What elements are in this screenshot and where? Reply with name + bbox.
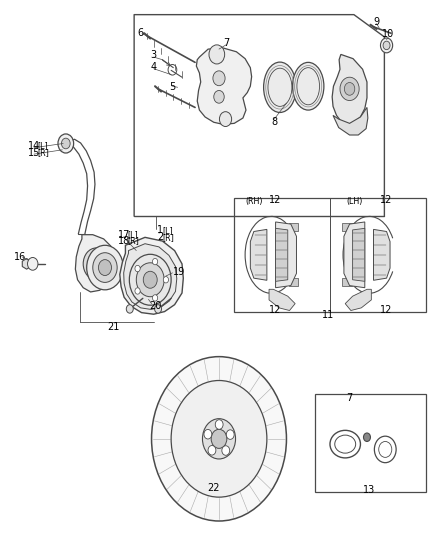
Text: 16: 16: [14, 252, 27, 262]
Text: 8: 8: [271, 117, 277, 127]
Circle shape: [83, 248, 110, 280]
Text: [R]: [R]: [162, 233, 174, 242]
Circle shape: [213, 71, 225, 86]
Circle shape: [163, 277, 169, 283]
Polygon shape: [353, 228, 365, 281]
Circle shape: [204, 430, 212, 439]
Circle shape: [129, 254, 171, 305]
Circle shape: [202, 419, 236, 459]
Text: 12: 12: [269, 195, 282, 205]
Bar: [289, 278, 298, 286]
Bar: [342, 223, 352, 231]
Text: 21: 21: [107, 322, 120, 333]
Polygon shape: [22, 259, 31, 269]
Circle shape: [211, 429, 227, 448]
Circle shape: [208, 446, 216, 455]
Text: 2: 2: [157, 232, 163, 243]
Circle shape: [383, 41, 390, 50]
Polygon shape: [333, 108, 368, 135]
Circle shape: [171, 381, 267, 497]
Text: 22: 22: [208, 483, 220, 493]
Circle shape: [61, 138, 70, 149]
Text: 11: 11: [321, 310, 334, 320]
Ellipse shape: [264, 62, 296, 112]
Text: 15: 15: [28, 148, 40, 158]
Circle shape: [87, 245, 123, 290]
Text: [L]: [L]: [127, 230, 138, 239]
Circle shape: [135, 288, 140, 294]
Text: 14: 14: [28, 141, 40, 151]
Circle shape: [126, 305, 133, 313]
Text: 12: 12: [269, 305, 282, 315]
Text: 18: 18: [118, 236, 130, 246]
Polygon shape: [124, 244, 177, 310]
Circle shape: [364, 433, 371, 441]
Text: 1: 1: [157, 225, 163, 236]
Polygon shape: [75, 235, 115, 292]
Circle shape: [340, 77, 359, 101]
Text: 19: 19: [173, 267, 186, 277]
Circle shape: [88, 254, 104, 273]
Text: 10: 10: [382, 29, 395, 39]
Text: [L]: [L]: [37, 141, 48, 150]
Polygon shape: [374, 229, 390, 280]
Circle shape: [155, 305, 162, 313]
Circle shape: [226, 430, 234, 439]
Circle shape: [214, 91, 224, 103]
Circle shape: [209, 45, 225, 64]
Polygon shape: [345, 289, 371, 311]
Text: 5: 5: [169, 82, 175, 92]
Bar: [289, 223, 298, 231]
Circle shape: [215, 419, 223, 429]
Polygon shape: [251, 229, 267, 280]
Circle shape: [93, 253, 117, 282]
Text: 6: 6: [138, 28, 144, 38]
Circle shape: [135, 265, 140, 272]
Polygon shape: [344, 222, 365, 288]
Bar: [342, 278, 352, 286]
Circle shape: [381, 38, 392, 53]
Bar: [315, 394, 426, 492]
Circle shape: [28, 257, 38, 270]
Polygon shape: [269, 289, 295, 311]
Ellipse shape: [293, 62, 324, 110]
Text: 17: 17: [118, 230, 131, 240]
Circle shape: [152, 295, 158, 301]
Text: 7: 7: [223, 38, 230, 48]
Text: [R]: [R]: [37, 148, 49, 157]
Text: 12: 12: [380, 305, 393, 315]
Polygon shape: [196, 48, 252, 124]
Text: [L]: [L]: [162, 226, 173, 235]
Text: (LH): (LH): [346, 197, 363, 206]
Circle shape: [152, 357, 286, 521]
Polygon shape: [120, 237, 184, 314]
Polygon shape: [276, 222, 297, 288]
Text: 7: 7: [346, 393, 353, 403]
Circle shape: [99, 260, 112, 276]
Text: 12: 12: [380, 195, 393, 205]
Text: 4: 4: [150, 62, 156, 72]
Bar: [234, 198, 426, 312]
Text: 3: 3: [150, 51, 156, 60]
Text: (RH): (RH): [245, 197, 263, 206]
Circle shape: [152, 259, 158, 265]
Text: [R]: [R]: [127, 237, 139, 246]
Circle shape: [219, 112, 232, 126]
Text: 20: 20: [149, 301, 162, 311]
Circle shape: [58, 134, 74, 153]
Text: 13: 13: [363, 485, 375, 495]
Circle shape: [222, 446, 230, 455]
Text: 9: 9: [374, 17, 380, 27]
Circle shape: [143, 271, 157, 288]
Polygon shape: [332, 54, 367, 124]
Circle shape: [136, 263, 164, 297]
Circle shape: [344, 83, 355, 95]
Polygon shape: [276, 228, 288, 281]
